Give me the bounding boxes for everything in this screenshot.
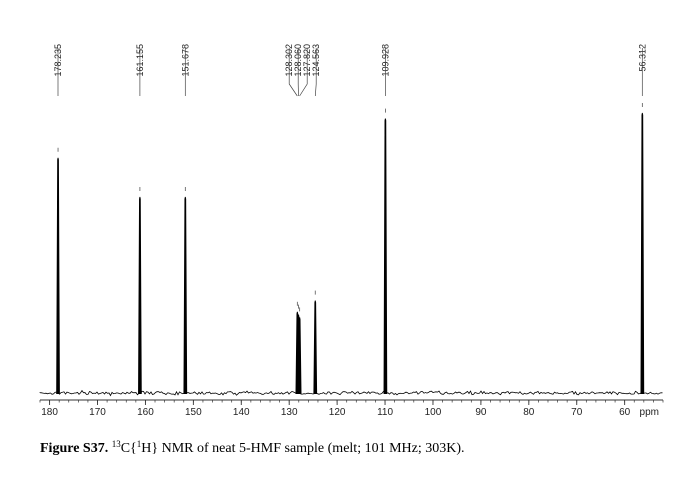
decoupled-symbol: H}: [141, 441, 159, 456]
x-axis-tick-label: 130: [281, 407, 298, 418]
x-axis-tick-label: 150: [185, 407, 202, 418]
x-axis-tick-label: 80: [523, 407, 535, 418]
spectrum-peak: [297, 317, 302, 395]
x-axis-tick-label: 70: [571, 407, 583, 418]
peak-leader-line: [288, 48, 298, 97]
spectrum-peak: [56, 157, 60, 395]
x-axis-tick-label: 160: [137, 407, 154, 418]
x-axis-tick-label: 120: [329, 407, 346, 418]
figure-label: Figure S37.: [40, 441, 109, 456]
x-axis-tick-label: 100: [425, 407, 442, 418]
peak-leader-line: [314, 48, 317, 97]
peak-leader-line: [299, 48, 308, 97]
nucleus-mass-number: 13: [111, 439, 121, 449]
x-axis: 180 170 160 150 140 130 120 110 100 90 80 70 60 ppm: [39, 399, 664, 418]
nucleus-symbol: C{: [120, 441, 137, 456]
spectrum-baseline: [39, 389, 663, 397]
figure-caption: Figure S37. 13C{1H} NMR of neat 5-HMF sa…: [40, 439, 660, 457]
spectrum-peak: [313, 300, 318, 395]
spectrum-peak: [138, 196, 142, 395]
x-axis-tick-label: 110: [377, 407, 393, 418]
peak-label-group: 178.235 161.155 151.678 128.302 128.060 127.8…: [53, 44, 647, 97]
spectrum-peak: [183, 196, 188, 395]
x-axis-tick-label: 140: [233, 407, 250, 418]
caption-text: NMR of neat 5-HMF sample (melt; 101 MHz;…: [158, 441, 465, 456]
spectrum-peak: [383, 118, 388, 395]
x-axis-tick-label: 180: [41, 407, 58, 418]
x-axis-tick-label: 170: [89, 407, 106, 418]
decoupled-mass-number: 1: [136, 439, 142, 449]
spectrum-trace-group: [39, 103, 663, 397]
spectrum-peak: [640, 112, 645, 395]
x-axis-tick-label: 90: [475, 407, 487, 418]
x-axis-tick-label: 60: [619, 407, 631, 418]
x-axis-unit-label: ppm: [640, 407, 659, 418]
